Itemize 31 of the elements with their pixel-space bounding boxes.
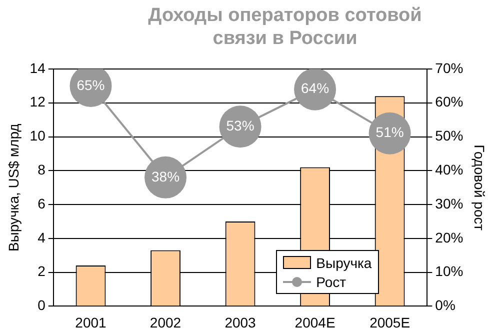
y2-tick-label: 40% (435, 162, 464, 178)
y2-tick-label: 10% (435, 263, 464, 280)
x-tick-label: 2001 (75, 314, 107, 330)
chart-title: Доходы операторов сотовой связи в России (147, 4, 423, 50)
y-tick-label: 14 (30, 60, 46, 76)
x-tick-label: 2004E (294, 314, 336, 330)
data-label: 64% (301, 80, 330, 96)
y2-tick-label: 50% (435, 128, 464, 144)
y2-axis-title: Годовой рост (472, 144, 488, 232)
y-tick-label: 2 (38, 263, 46, 280)
y-tick-label: 10 (30, 128, 46, 144)
y-tick-label: 8 (38, 162, 46, 178)
y-tick-label: 0 (38, 297, 46, 314)
y-tick-label: 12 (30, 94, 46, 110)
y-axis-title: Выручка, US$ млрд (5, 124, 22, 252)
y-tick-label: 4 (38, 229, 46, 246)
y-tick-label: 6 (38, 195, 46, 212)
y2-tick-label: 20% (435, 229, 464, 246)
legend-label: Рост (316, 274, 346, 290)
data-label: 51% (376, 124, 404, 140)
y2-tick-label: 60% (435, 94, 464, 110)
legend-label: Выручка (316, 254, 372, 271)
x-tick-label: 2003 (224, 314, 256, 330)
y2-tick-label: 70% (435, 60, 464, 76)
data-label: 65% (76, 76, 105, 93)
y2-tick-label: 0% (435, 297, 456, 314)
data-label: 38% (152, 168, 180, 184)
y2-tick-label: 30% (435, 195, 464, 212)
x-tick-label: 2002 (150, 314, 182, 330)
data-label: 53% (226, 117, 254, 134)
x-tick-label: 2005E (370, 314, 410, 330)
